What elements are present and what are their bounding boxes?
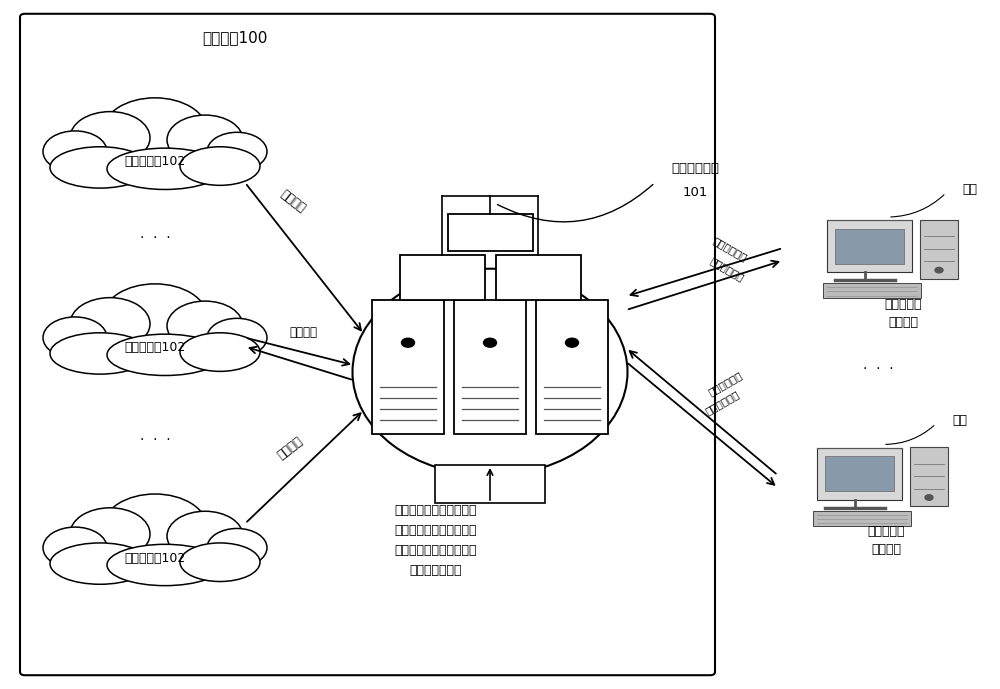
Ellipse shape: [207, 132, 267, 171]
Circle shape: [925, 495, 933, 500]
Text: 运营系统或
企业用户: 运营系统或 企业用户: [867, 526, 905, 556]
Circle shape: [566, 338, 578, 347]
Text: 资源调度: 资源调度: [278, 187, 308, 215]
Ellipse shape: [180, 147, 260, 185]
Text: 终端: 终端: [952, 414, 968, 426]
Text: 中心管控设备: 中心管控设备: [671, 163, 719, 175]
Ellipse shape: [167, 301, 243, 351]
FancyBboxPatch shape: [817, 448, 902, 500]
FancyBboxPatch shape: [910, 447, 948, 506]
FancyBboxPatch shape: [835, 229, 904, 264]
Ellipse shape: [103, 98, 207, 164]
Ellipse shape: [70, 298, 150, 350]
FancyBboxPatch shape: [496, 255, 580, 300]
Ellipse shape: [43, 527, 107, 568]
Ellipse shape: [70, 112, 150, 164]
FancyBboxPatch shape: [920, 220, 958, 279]
Ellipse shape: [207, 318, 267, 357]
Text: 返回调度结果: 返回调度结果: [703, 389, 741, 416]
Text: ·  ·  ·: · · ·: [140, 433, 170, 446]
FancyBboxPatch shape: [813, 511, 911, 526]
Text: ·  ·  ·: · · ·: [863, 362, 893, 376]
Ellipse shape: [207, 528, 267, 567]
Circle shape: [402, 338, 415, 347]
Ellipse shape: [107, 148, 223, 189]
Ellipse shape: [103, 494, 207, 560]
FancyBboxPatch shape: [400, 255, 485, 300]
Circle shape: [935, 267, 943, 273]
Circle shape: [484, 338, 496, 347]
FancyBboxPatch shape: [20, 14, 715, 675]
Ellipse shape: [180, 543, 260, 582]
Text: 资源调度: 资源调度: [289, 327, 317, 339]
Text: 资源调度请求: 资源调度请求: [706, 370, 744, 398]
Text: 边缘云节点102: 边缘云节点102: [124, 552, 186, 564]
FancyBboxPatch shape: [448, 214, 532, 251]
Ellipse shape: [167, 511, 243, 561]
Text: 101: 101: [682, 187, 708, 199]
Text: 运营系统或
企业用户: 运营系统或 企业用户: [884, 298, 922, 329]
Ellipse shape: [107, 544, 223, 586]
Ellipse shape: [180, 333, 260, 371]
Ellipse shape: [43, 317, 107, 358]
Text: 边缘云节点102: 边缘云节点102: [124, 342, 186, 354]
Ellipse shape: [167, 115, 243, 165]
Ellipse shape: [50, 147, 150, 188]
FancyBboxPatch shape: [536, 300, 608, 434]
Ellipse shape: [352, 269, 628, 475]
Ellipse shape: [103, 284, 207, 350]
Text: 终端: 终端: [962, 183, 978, 196]
Ellipse shape: [50, 333, 150, 374]
Text: 资源调度: 资源调度: [275, 434, 305, 462]
Ellipse shape: [43, 131, 107, 172]
Ellipse shape: [50, 543, 150, 584]
FancyBboxPatch shape: [454, 300, 526, 434]
Ellipse shape: [107, 334, 223, 376]
Text: ·  ·  ·: · · ·: [140, 231, 170, 245]
FancyBboxPatch shape: [825, 456, 894, 491]
Text: 网络系统100: 网络系统100: [202, 30, 268, 45]
FancyBboxPatch shape: [372, 300, 444, 434]
Text: 返回调度结果: 返回调度结果: [708, 255, 746, 282]
Ellipse shape: [70, 508, 150, 560]
FancyBboxPatch shape: [435, 465, 545, 503]
FancyBboxPatch shape: [823, 283, 921, 298]
FancyBboxPatch shape: [827, 220, 912, 272]
Text: 边缘云节点102: 边缘云节点102: [124, 156, 186, 168]
Text: 资源调度请求: 资源调度请求: [711, 236, 749, 263]
Text: 从至少一个资源调度算法
中，选择目标资源调度算
法，按照目标资源调度算
法进行资源调度: 从至少一个资源调度算法 中，选择目标资源调度算 法，按照目标资源调度算 法进行资…: [395, 504, 477, 577]
